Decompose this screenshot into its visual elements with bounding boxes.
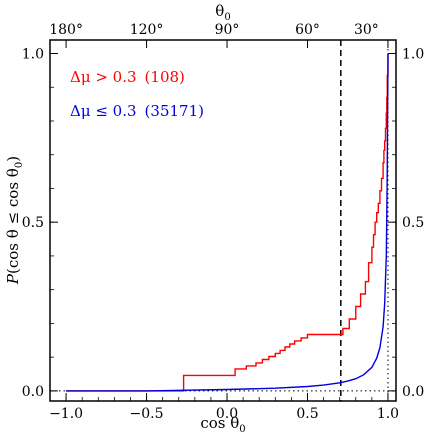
y-tick-label: 1.0 [22, 46, 44, 62]
x-tick-label: 1.0 [377, 406, 399, 422]
top-tick-label: 60° [295, 22, 320, 38]
plot-frame [49, 39, 397, 402]
x-tick-label: 0.5 [296, 406, 318, 422]
y-tick-label-right: 0.0 [402, 384, 424, 400]
x-tick-label: −1.0 [49, 406, 83, 422]
legend-entry-red: Δμ > 0.3 (108) [70, 68, 185, 86]
series-line-red [66, 53, 389, 392]
top-tick-label: 180° [49, 22, 83, 38]
top-tick-label: 90° [215, 22, 240, 38]
x-axis-label: cos θ0 [200, 414, 245, 435]
y-axis-label: P(cos θ ≤ cos θ0) [4, 156, 25, 285]
y-tick-label-right: 1.0 [402, 46, 424, 62]
reference-lines [50, 40, 396, 401]
y-tick-label: 0.5 [22, 215, 44, 231]
x-tick-label: −0.5 [130, 406, 164, 422]
legend: Δμ > 0.3 (108) Δμ ≤ 0.3 (35171) [70, 68, 204, 120]
legend-entry-blue: Δμ ≤ 0.3 (35171) [70, 102, 204, 120]
top-tick-label: 30° [354, 22, 379, 38]
series-line-blue [66, 53, 389, 392]
series-layer [66, 53, 389, 392]
top-axis-label: θ0 [215, 2, 230, 23]
y-tick-label: 0.0 [22, 384, 44, 400]
y-tick-label-right: 0.5 [402, 215, 424, 231]
x-tick-label: 0.0 [216, 406, 238, 422]
top-tick-label: 120° [130, 22, 164, 38]
